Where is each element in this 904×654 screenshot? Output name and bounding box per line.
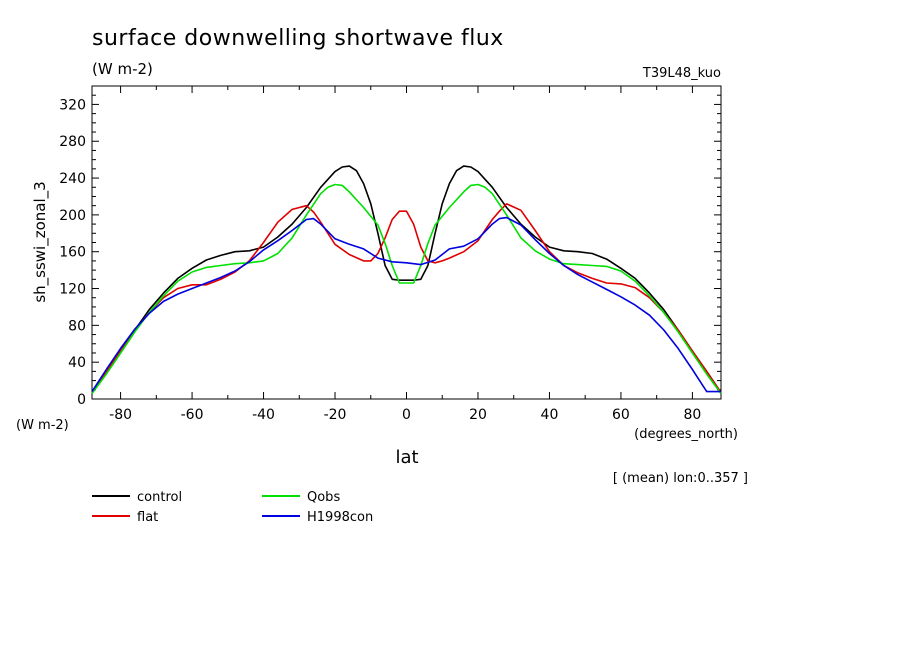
axis-ticks: 0 40 80 120 160 200 240 280 320 -80 -60 -40 -20 0 20 40…	[59, 85, 721, 423]
series-line-flat	[91, 203, 722, 394]
x-tick-label: -20	[324, 407, 347, 423]
chart-units: (W m-2)	[92, 60, 153, 78]
x-axis-label: lat	[395, 447, 418, 468]
y-tick-label: 160	[59, 245, 86, 261]
x-tick-label: -40	[252, 407, 275, 423]
x-tick-label: -60	[181, 407, 204, 423]
x-tick-label: 20	[469, 407, 487, 423]
series-line-h1998con	[91, 216, 721, 393]
series-line-control	[91, 165, 722, 394]
y-tick-label: 280	[59, 134, 86, 150]
y-tick-label: 120	[59, 282, 86, 298]
x-tick-label: -80	[109, 407, 132, 423]
x-tick-label: 60	[612, 407, 630, 423]
y-tick-label: 40	[68, 355, 86, 371]
legend-label-control: control	[137, 490, 182, 505]
legend-label-h1998con: H1998con	[307, 510, 373, 525]
legend-label-qobs: Qobs	[307, 490, 340, 505]
y-axis-label: sh_sswi_zonal_3	[31, 181, 50, 302]
y-tick-label: 80	[68, 318, 86, 334]
footnote: [ (mean) lon:0..357 ]	[613, 471, 748, 486]
x-tick-label: 40	[541, 407, 559, 423]
x-tick-label: 0	[402, 407, 411, 423]
y-tick-label: 0	[77, 392, 86, 408]
y-tick-label: 320	[59, 97, 86, 113]
plot-frame	[91, 85, 722, 400]
legend-label-flat: flat	[137, 510, 158, 525]
series-lines	[91, 165, 722, 394]
y-tick-label: 200	[59, 208, 86, 224]
run-id: T39L48_kuo	[642, 66, 721, 81]
chart-title: surface downwelling shortwave flux	[92, 26, 504, 51]
y-axis-units: (W m-2)	[16, 418, 69, 433]
y-tick-label: 240	[59, 171, 86, 187]
series-line-qobs	[91, 183, 722, 394]
x-tick-label: 80	[683, 407, 701, 423]
x-axis-units: (degrees_north)	[634, 427, 738, 442]
legend: control flat Qobs H1998con	[92, 490, 373, 525]
